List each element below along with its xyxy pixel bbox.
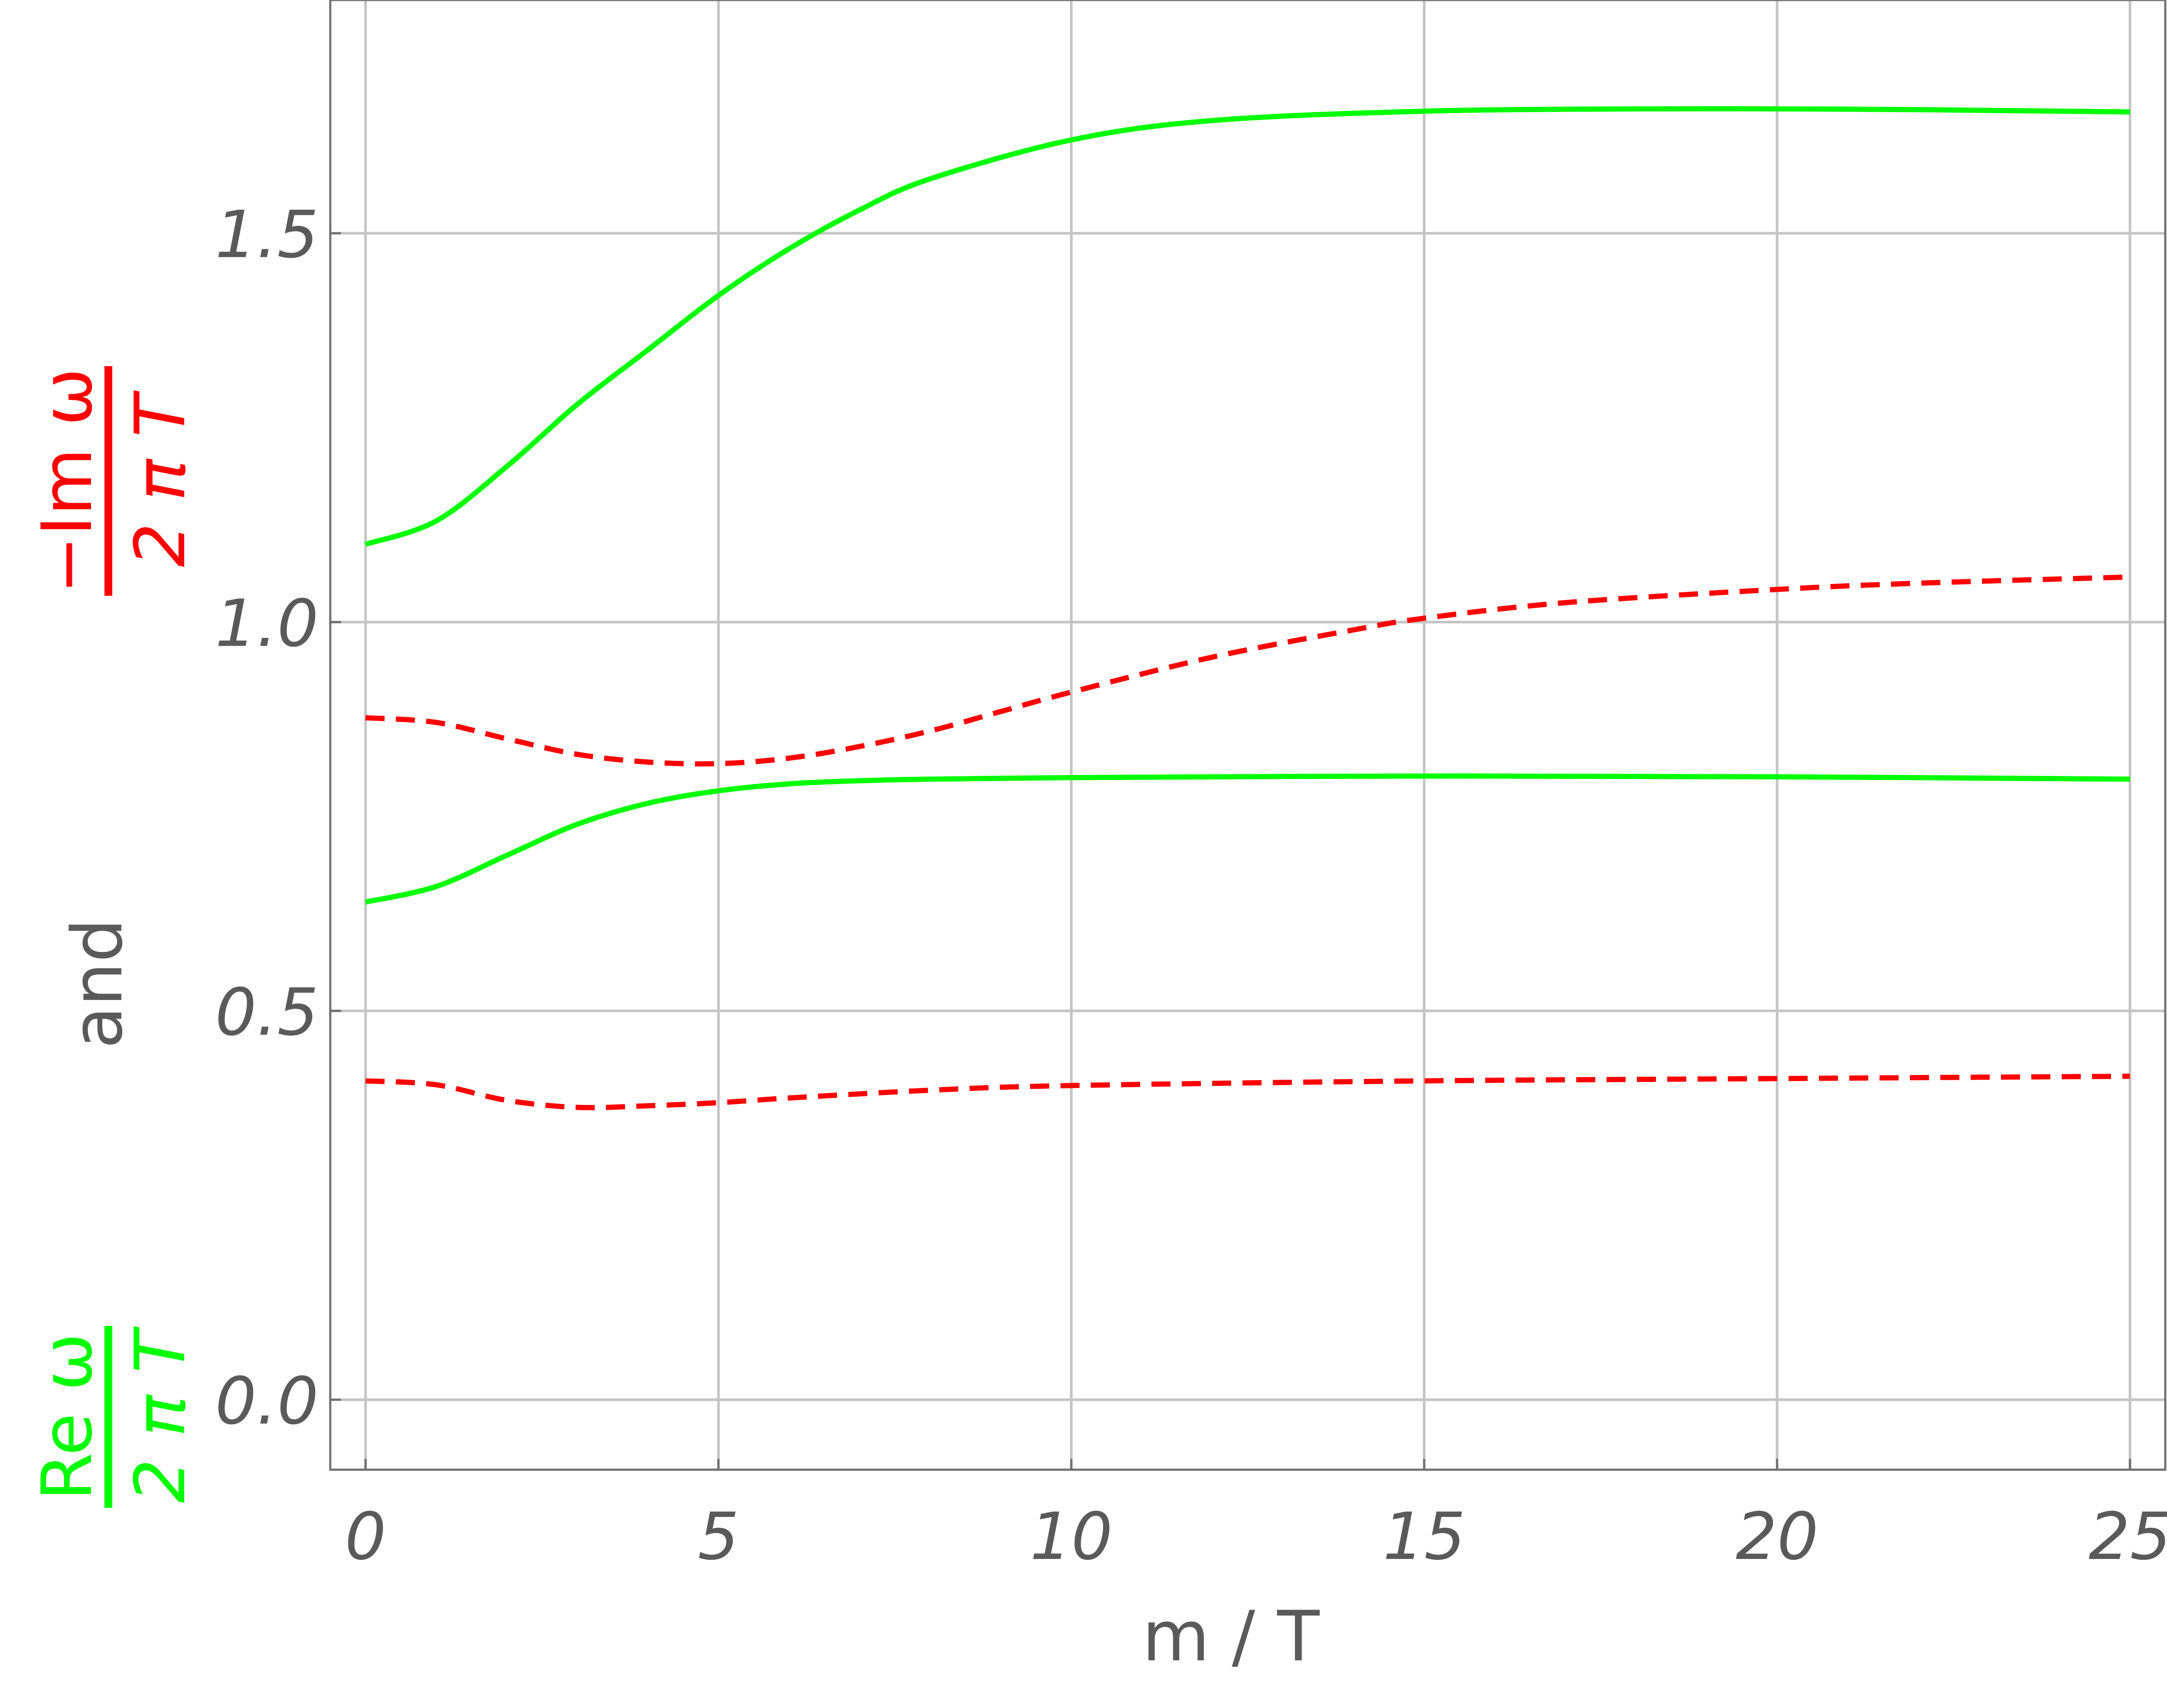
series-line-3 (365, 574, 2130, 766)
y-tick-label: 1.0 (215, 586, 319, 662)
y-label-connector: and (57, 918, 138, 1049)
y-tick-label: 0.0 (215, 1364, 319, 1439)
series-line-2 (365, 773, 2130, 905)
x-tick-label: 25 (2089, 1499, 2167, 1575)
y-tick-label: 0.5 (215, 975, 319, 1050)
y-tick-labels: 0.0 0.5 1.0 1.5 (215, 197, 319, 1439)
series-line-1 (364, 106, 2130, 547)
grid (330, 0, 2165, 1470)
tick-marks (330, 232, 2131, 1470)
y-label-im-denominator: 2 π T (120, 390, 201, 567)
y-label-re-denominator: 2 π T (120, 1326, 201, 1503)
x-tick-label: 20 (1736, 1499, 1819, 1575)
x-tick-label: 5 (698, 1499, 739, 1575)
y-label-re-numerator: Re ω (26, 1333, 107, 1500)
series-layer (364, 106, 2130, 1111)
series-line-4 (365, 1073, 2130, 1111)
y-tick-label: 1.5 (215, 197, 319, 273)
x-tick-labels: 0 5 10 15 20 25 (345, 1499, 2167, 1575)
x-tick-label: 0 (345, 1499, 386, 1575)
x-axis-label: m / T (1142, 1596, 1320, 1677)
y-axis-label: Re ω 2 π T and −Im ω 2 π T (26, 366, 201, 1508)
plot-frame (329, 0, 2167, 1471)
x-tick-label: 10 (1030, 1499, 1113, 1575)
y-label-im-numerator: −Im ω (26, 368, 107, 594)
x-tick-label: 15 (1383, 1499, 1466, 1575)
